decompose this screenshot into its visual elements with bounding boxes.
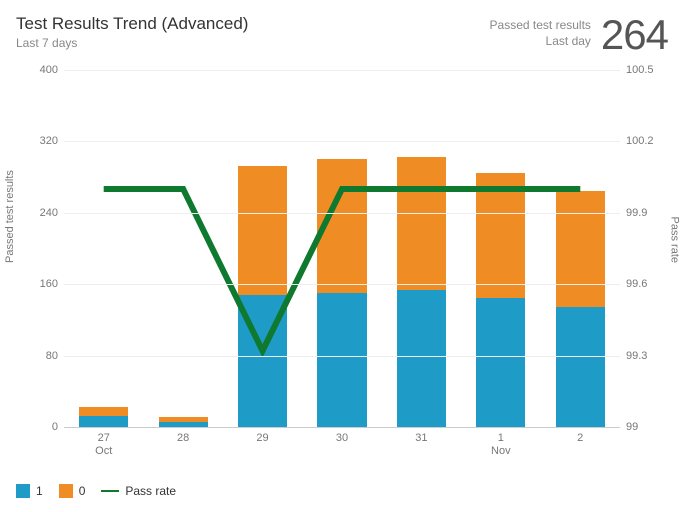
- stacked-bar[interactable]: [476, 173, 525, 427]
- bar-segment: [476, 298, 525, 427]
- y-right-tick: 100.5: [620, 64, 660, 76]
- bar-segment: [556, 191, 605, 307]
- header: Test Results Trend (Advanced) Last 7 day…: [16, 14, 668, 56]
- x-tick: 2: [541, 428, 620, 456]
- y-right-tick: 99: [620, 421, 660, 433]
- bar-segment: [238, 295, 287, 427]
- bar-slot: [541, 70, 620, 427]
- y-right-tick: 99.3: [620, 350, 660, 362]
- x-tick: 30: [302, 428, 381, 456]
- gridline: [64, 141, 620, 142]
- y-left-tick: 0: [24, 421, 64, 433]
- bar-segment: [159, 422, 208, 427]
- bar-segment: [317, 293, 366, 427]
- stacked-bar[interactable]: [397, 157, 446, 427]
- bar-slot: [302, 70, 381, 427]
- legend-label: 1: [36, 484, 43, 498]
- bar-slot: [382, 70, 461, 427]
- stacked-bar[interactable]: [79, 407, 128, 427]
- legend-swatch-icon: [59, 484, 73, 498]
- legend-label: 0: [79, 484, 86, 498]
- stacked-bar[interactable]: [317, 159, 366, 427]
- x-axis-labels: 27Oct282930311Nov2: [64, 428, 620, 456]
- gridline: [64, 70, 620, 71]
- y-left-tick: 400: [24, 64, 64, 76]
- y-right-tick: 100.2: [620, 135, 660, 147]
- bar-segment: [397, 290, 446, 427]
- x-tick: 31: [382, 428, 461, 456]
- y-axis-left-label: Passed test results: [4, 170, 16, 263]
- bar-segment: [79, 416, 128, 427]
- y-left-tick: 240: [24, 207, 64, 219]
- chart: Passed test results Pass rate 0801602403…: [16, 70, 668, 456]
- y-left-tick: 320: [24, 135, 64, 147]
- x-tick: 1Nov: [461, 428, 540, 456]
- legend-label: Pass rate: [125, 484, 176, 498]
- metric-block: Passed test results Last day 264: [490, 14, 668, 56]
- bar-segment: [397, 157, 446, 291]
- metric-label-1: Passed test results: [490, 18, 591, 34]
- metric-value: 264: [601, 14, 668, 56]
- legend-item[interactable]: Pass rate: [101, 484, 176, 498]
- metric-label-2: Last day: [490, 34, 591, 50]
- x-tick-sub: Oct: [64, 445, 143, 458]
- y-left-tick: 80: [24, 350, 64, 362]
- stacked-bar[interactable]: [556, 191, 605, 428]
- bar-segment: [79, 407, 128, 416]
- y-left-tick: 160: [24, 278, 64, 290]
- bar-segment: [238, 166, 287, 295]
- bar-segment: [317, 159, 366, 293]
- stacked-bar[interactable]: [238, 166, 287, 428]
- x-tick: 29: [223, 428, 302, 456]
- gridline: [64, 213, 620, 214]
- stacked-bar[interactable]: [159, 417, 208, 427]
- y-right-tick: 99.6: [620, 278, 660, 290]
- widget-card: Test Results Trend (Advanced) Last 7 day…: [0, 0, 684, 512]
- x-tick: 28: [143, 428, 222, 456]
- legend: 1 0 Pass rate: [16, 484, 176, 498]
- bar-segment: [556, 307, 605, 427]
- x-tick-sub: Nov: [461, 445, 540, 458]
- gridline: [64, 356, 620, 357]
- legend-line-icon: [101, 490, 119, 492]
- y-right-tick: 99.9: [620, 207, 660, 219]
- legend-swatch-icon: [16, 484, 30, 498]
- widget-subtitle: Last 7 days: [16, 36, 248, 50]
- title-block: Test Results Trend (Advanced) Last 7 day…: [16, 14, 248, 50]
- x-tick: 27Oct: [64, 428, 143, 456]
- bar-slot: [64, 70, 143, 427]
- bar-segment: [476, 173, 525, 298]
- gridline: [64, 284, 620, 285]
- plot-area: 0801602403204009999.399.699.9100.2100.5: [64, 70, 620, 428]
- bar-slot: [223, 70, 302, 427]
- widget-title: Test Results Trend (Advanced): [16, 14, 248, 34]
- bar-slot: [461, 70, 540, 427]
- y-axis-right-label: Pass rate: [668, 217, 680, 263]
- bar-slot: [143, 70, 222, 427]
- bars-layer: [64, 70, 620, 427]
- legend-item[interactable]: 0: [59, 484, 86, 498]
- legend-item[interactable]: 1: [16, 484, 43, 498]
